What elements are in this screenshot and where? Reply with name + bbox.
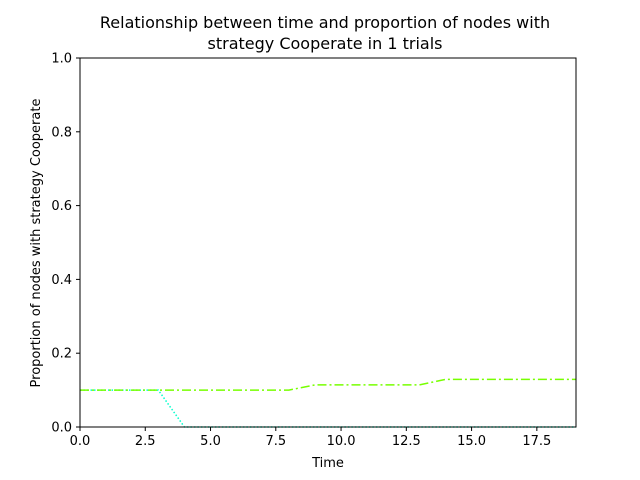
y-tick-label: 0.6	[51, 199, 72, 214]
y-tick-label: 0.2	[51, 347, 72, 362]
x-tick-label: 7.5	[265, 434, 286, 449]
axes-frame	[79, 57, 577, 428]
series-line-2	[80, 378, 576, 391]
x-tick-label: 2.5	[135, 434, 156, 449]
y-tick-label: 0.8	[51, 125, 72, 140]
chart-title-line-1: Relationship between time and proportion…	[100, 13, 550, 32]
x-axis-ticks: 0.0 2.5 5.0 7.5 10.0 12.5 15.0 17.5	[70, 427, 551, 449]
x-tick-label: 5.0	[200, 434, 221, 449]
series-line-1	[80, 389, 576, 428]
x-tick-label: 12.5	[392, 434, 421, 449]
series-layer	[80, 378, 576, 428]
y-tick-label: 0.4	[51, 273, 72, 288]
x-tick-label: 10.0	[327, 434, 356, 449]
y-axis-ticks: 0.0 0.2 0.4 0.6 0.8 1.0	[51, 52, 80, 436]
chart-title-line-2: strategy Cooperate in 1 trials	[208, 34, 443, 53]
plot-area: 0.0 2.5 5.0 7.5 10.0 12.5 15.0 17.5 0.00.20.40.…	[51, 52, 577, 449]
x-tick-label: 17.5	[522, 434, 551, 449]
x-tick-label: 15.0	[457, 434, 486, 449]
x-tick-label: 0.0	[70, 434, 91, 449]
y-tick-label: 1.0	[51, 52, 72, 67]
x-axis-label: Time	[311, 456, 344, 471]
y-axis-label: Proportion of nodes with strategy Cooper…	[29, 99, 44, 388]
y-tick-label: 0.0	[51, 421, 72, 436]
